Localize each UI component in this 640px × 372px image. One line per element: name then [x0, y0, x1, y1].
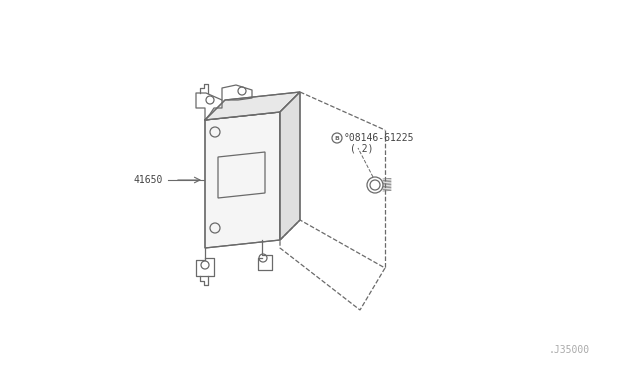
Text: .J35000: .J35000 [549, 345, 590, 355]
Polygon shape [205, 92, 300, 120]
Polygon shape [280, 92, 300, 240]
Polygon shape [205, 112, 280, 248]
Text: B: B [335, 135, 339, 141]
Circle shape [332, 133, 342, 143]
Text: °08146-61225: °08146-61225 [344, 133, 415, 143]
Text: 41650: 41650 [134, 175, 163, 185]
Text: ( 2): ( 2) [350, 143, 374, 153]
